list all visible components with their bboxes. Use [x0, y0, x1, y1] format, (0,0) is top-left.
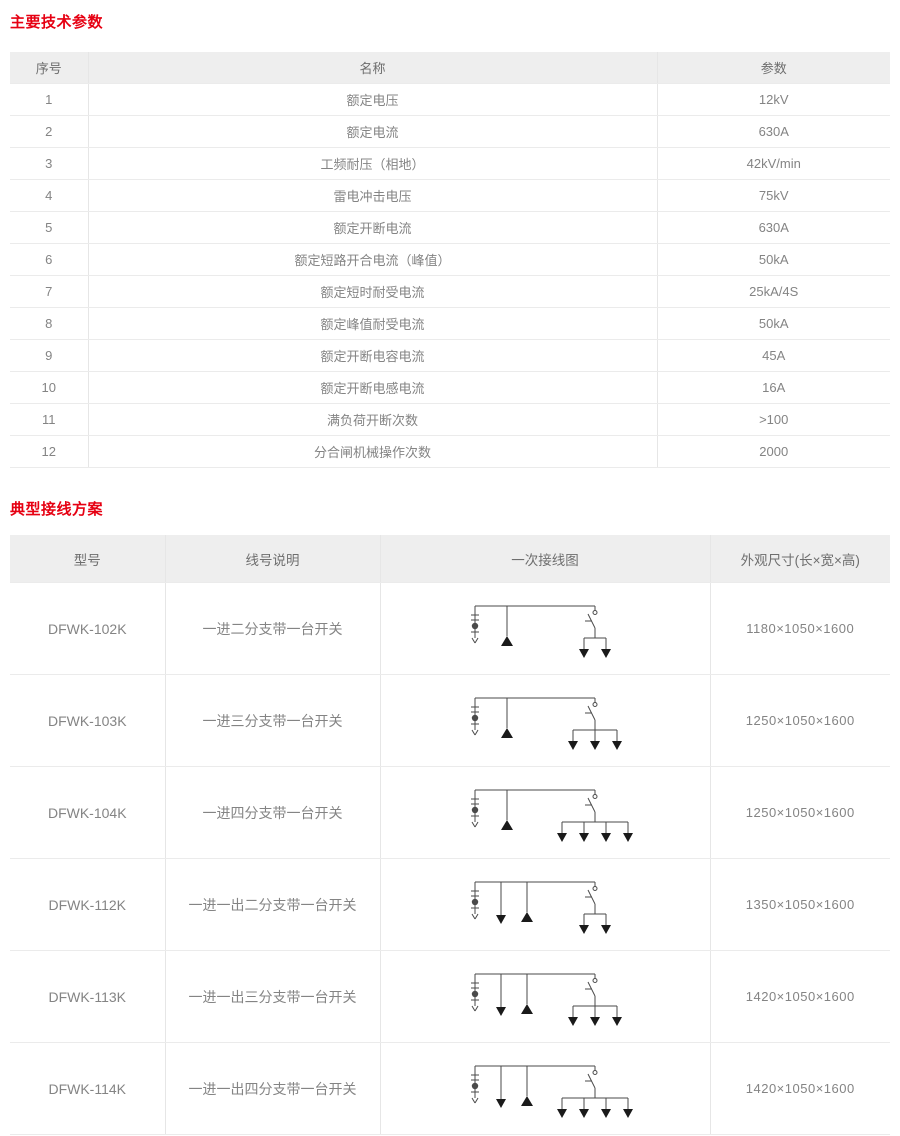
cell-dimensions: 1250×1050×1600	[709, 674, 890, 767]
cell-parameter: 42kV/min	[656, 147, 890, 180]
table-row: DFWK-103K 一进三分支带一台开关 1250×1050×1600	[10, 674, 890, 767]
column-header-dimensions: 外观尺寸(长×宽×高)	[709, 535, 890, 583]
cell-parameter: 50kA	[656, 307, 890, 340]
wiring-diagram-svg	[471, 789, 633, 842]
cell-line-description: 一进一出二分支带一台开关	[164, 858, 380, 951]
cell-line-description: 一进一出三分支带一台开关	[164, 950, 380, 1043]
wiring-diagram-svg	[471, 605, 611, 658]
table-row: DFWK-114K 一进一出四分支带一台开关 1420×1050×1600	[10, 1042, 890, 1135]
cell-index: 10	[10, 371, 88, 404]
cell-name: 额定短时耐受电流	[87, 275, 657, 308]
cell-line-description: 一进一出四分支带一台开关	[164, 1042, 380, 1135]
cell-line-description: 一进四分支带一台开关	[164, 766, 380, 859]
cell-parameter: 16A	[656, 371, 890, 404]
wiring-diagram-svg	[471, 973, 622, 1026]
cell-parameter: 50kA	[656, 243, 890, 276]
cell-name: 满负荷开断次数	[87, 403, 657, 436]
table-row: 11 满负荷开断次数 >100	[10, 403, 890, 436]
cell-parameter: 2000	[656, 435, 890, 468]
cell-index: 9	[10, 339, 88, 372]
cell-parameter: 12kV	[656, 83, 890, 116]
cell-wiring-diagram	[379, 1042, 710, 1135]
cell-model: DFWK-103K	[10, 674, 165, 767]
section-title-typical-wiring-schemes: 典型接线方案	[10, 501, 104, 518]
table-row: DFWK-112K 一进一出二分支带一台开关 1350×1050×1600	[10, 858, 890, 951]
cell-index: 1	[10, 83, 88, 116]
table-row: 4 雷电冲击电压 75kV	[10, 179, 890, 212]
cell-name: 额定开断电流	[87, 211, 657, 244]
cell-index: 2	[10, 115, 88, 148]
column-header-parameter: 参数	[656, 52, 890, 84]
table-header-row: 序号 名称 参数	[10, 52, 890, 84]
table-row: DFWK-102K 一进二分支带一台开关 1180×1050×1600	[10, 582, 890, 675]
cell-wiring-diagram	[379, 950, 710, 1043]
cell-index: 3	[10, 147, 88, 180]
cell-name: 额定开断电感电流	[87, 371, 657, 404]
table-row: 9 额定开断电容电流 45A	[10, 339, 890, 372]
table-row: 10 额定开断电感电流 16A	[10, 371, 890, 404]
table-row: DFWK-113K 一进一出三分支带一台开关 1420×1050×1600	[10, 950, 890, 1043]
table-row: 7 额定短时耐受电流 25kA/4S	[10, 275, 890, 308]
cell-wiring-diagram	[379, 766, 710, 859]
section-title-technical-parameters: 主要技术参数	[10, 14, 104, 31]
column-header-model: 型号	[10, 535, 165, 583]
cell-index: 11	[10, 403, 88, 436]
table-row: 6 额定短路开合电流（峰值） 50kA	[10, 243, 890, 276]
cell-model: DFWK-102K	[10, 582, 165, 675]
table-header-row: 型号 线号说明 一次接线图 外观尺寸(长×宽×高)	[10, 535, 890, 583]
column-header-name: 名称	[87, 52, 657, 84]
cell-model: DFWK-104K	[10, 766, 165, 859]
table-row: DFWK-104K 一进四分支带一台开关 1250×1050×1600	[10, 766, 890, 859]
cell-dimensions: 1180×1050×1600	[709, 582, 890, 675]
cell-model: DFWK-112K	[10, 858, 165, 951]
cell-parameter: 630A	[656, 115, 890, 148]
cell-parameter: 630A	[656, 211, 890, 244]
wiring-diagram-svg	[471, 697, 622, 750]
cell-parameter: 75kV	[656, 179, 890, 212]
cell-index: 12	[10, 435, 88, 468]
table-row: 1 额定电压 12kV	[10, 83, 890, 116]
table-row: 8 额定峰值耐受电流 50kA	[10, 307, 890, 340]
cell-name: 额定峰值耐受电流	[87, 307, 657, 340]
wiring-diagram-svg	[471, 1065, 633, 1118]
cell-parameter: 45A	[656, 339, 890, 372]
cell-model: DFWK-114K	[10, 1042, 165, 1135]
cell-index: 5	[10, 211, 88, 244]
column-header-line-desc: 线号说明	[164, 535, 380, 583]
cell-name: 工频耐压（相地）	[87, 147, 657, 180]
cell-index: 7	[10, 275, 88, 308]
wiring-diagram-svg	[471, 881, 611, 934]
cell-dimensions: 1250×1050×1600	[709, 766, 890, 859]
cell-index: 6	[10, 243, 88, 276]
cell-dimensions: 1420×1050×1600	[709, 950, 890, 1043]
column-header-index: 序号	[10, 52, 88, 84]
table-row: 3 工频耐压（相地） 42kV/min	[10, 147, 890, 180]
cell-line-description: 一进二分支带一台开关	[164, 582, 380, 675]
cell-name: 分合闸机械操作次数	[87, 435, 657, 468]
technical-parameters-table: 序号 名称 参数 1 额定电压 12kV 2 额定电流 630A 3 工频耐压（相地） 42kV…	[10, 52, 890, 468]
cell-wiring-diagram	[379, 582, 710, 675]
cell-index: 8	[10, 307, 88, 340]
table-row: 2 额定电流 630A	[10, 115, 890, 148]
column-header-wiring-diagram: 一次接线图	[379, 535, 710, 583]
cell-name: 雷电冲击电压	[87, 179, 657, 212]
cell-dimensions: 1350×1050×1600	[709, 858, 890, 951]
cell-parameter: >100	[656, 403, 890, 436]
cell-line-description: 一进三分支带一台开关	[164, 674, 380, 767]
cell-wiring-diagram	[379, 674, 710, 767]
table-row: 12 分合闸机械操作次数 2000	[10, 435, 890, 468]
cell-name: 额定开断电容电流	[87, 339, 657, 372]
cell-name: 额定短路开合电流（峰值）	[87, 243, 657, 276]
cell-parameter: 25kA/4S	[656, 275, 890, 308]
cell-name: 额定电流	[87, 115, 657, 148]
cell-wiring-diagram	[379, 858, 710, 951]
cell-name: 额定电压	[87, 83, 657, 116]
cell-index: 4	[10, 179, 88, 212]
cell-model: DFWK-113K	[10, 950, 165, 1043]
wiring-schemes-table: 型号 线号说明 一次接线图 外观尺寸(长×宽×高) DFWK-102K 一进二分支…	[10, 535, 890, 1135]
cell-dimensions: 1420×1050×1600	[709, 1042, 890, 1135]
table-row: 5 额定开断电流 630A	[10, 211, 890, 244]
